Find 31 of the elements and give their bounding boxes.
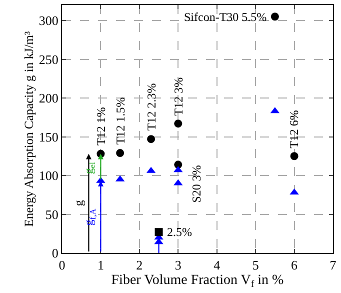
x-tick-label: 2 bbox=[136, 258, 143, 273]
y-axis-title: Energy Absorption Capacity g in kJ/m³ bbox=[22, 30, 36, 227]
x-tick-label: 3 bbox=[174, 258, 182, 273]
annotation: Sifcon-T30 5.5% bbox=[184, 10, 267, 24]
x-tick-label: 7 bbox=[330, 258, 337, 273]
point bbox=[147, 135, 156, 144]
y-tick-label: 250 bbox=[38, 52, 58, 67]
annotation: 2.5% bbox=[167, 225, 192, 239]
x-axis-title: Fiber Volume Fraction V$_{f}$ in % bbox=[111, 272, 284, 290]
point bbox=[270, 12, 279, 21]
point bbox=[174, 120, 182, 128]
y-tick-label: 150 bbox=[38, 129, 58, 144]
point bbox=[154, 228, 163, 236]
annotation: T12 6% bbox=[287, 110, 302, 148]
x-tick-label: 5 bbox=[252, 258, 259, 273]
annotation: T12 1.5% bbox=[114, 97, 128, 145]
annotation: T12 1% bbox=[94, 107, 108, 146]
y-tick-label: 100 bbox=[38, 168, 58, 184]
annotation: T12 3% bbox=[172, 77, 186, 116]
x-tick-label: 4 bbox=[214, 258, 221, 273]
annotation: S20 3% bbox=[189, 165, 204, 203]
y-tick-label: 0 bbox=[52, 246, 58, 261]
point bbox=[116, 149, 124, 158]
y-tick-label: 200 bbox=[38, 90, 58, 106]
point bbox=[290, 152, 298, 160]
x-tick-label: 6 bbox=[291, 258, 298, 273]
y-tick-label: 50 bbox=[45, 206, 58, 222]
y-tick-label: 300 bbox=[38, 13, 58, 28]
annotation: g bbox=[71, 200, 86, 206]
annotation: T12 2.3% bbox=[144, 83, 158, 131]
x-tick-label: 1 bbox=[97, 258, 104, 273]
